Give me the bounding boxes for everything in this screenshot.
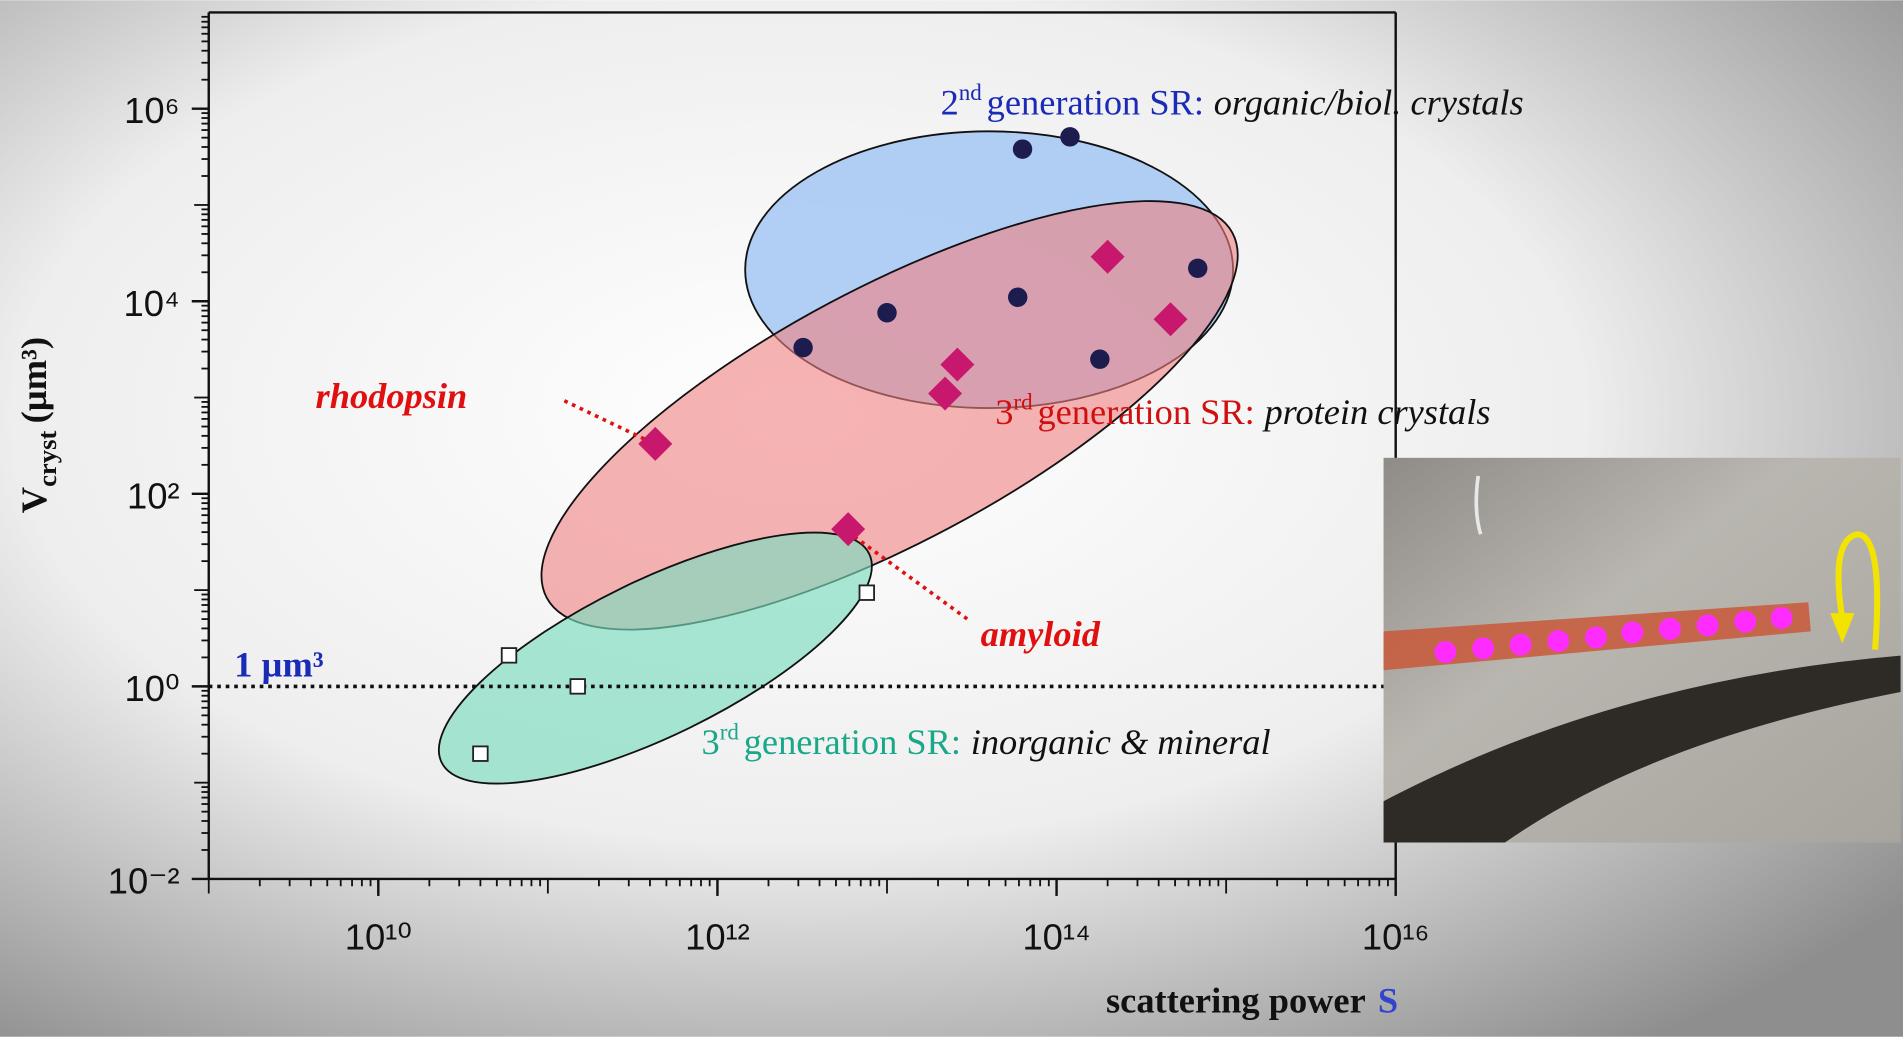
- ordinal: rd: [1013, 388, 1033, 414]
- y-label-sub: cryst: [32, 431, 62, 487]
- desc: organic/biol. crystals: [1214, 82, 1524, 122]
- scan-dot: [1659, 618, 1681, 640]
- label: generation SR:: [1037, 392, 1254, 432]
- data-point: [502, 648, 517, 663]
- scan-dot: [1734, 611, 1756, 633]
- ordinal: nd: [959, 79, 983, 105]
- x-tick-label: 10¹⁶: [1362, 916, 1430, 957]
- data-point: [473, 746, 488, 761]
- scan-dot: [1621, 622, 1643, 644]
- y-tick-label: 10⁻²: [108, 861, 180, 902]
- slide: 10¹⁰ 10¹² 10¹⁴ 10¹⁶ 10⁻² 10⁰ 10² 10⁴ 10⁶ 1 µm³ 2n…: [0, 0, 1903, 1037]
- y-tick-label: 10⁰: [125, 668, 180, 709]
- data-point: [1060, 127, 1079, 146]
- data-point: [860, 585, 875, 600]
- y-label-main: V: [14, 487, 54, 513]
- scan-dot: [1472, 637, 1494, 659]
- scan-dot: [1510, 634, 1532, 656]
- label: generation SR:: [744, 722, 961, 762]
- y-tick-label: 10⁴: [123, 283, 179, 324]
- scan-dot: [1435, 641, 1457, 663]
- rhodopsin-label: rhodopsin: [316, 376, 468, 416]
- data-point: [570, 679, 585, 694]
- scan-dot: [1547, 630, 1569, 652]
- desc: protein crystals: [1261, 392, 1490, 432]
- scan-dot: [1697, 614, 1719, 636]
- data-point: [1188, 259, 1207, 278]
- x-tick-label: 10¹⁰: [345, 916, 412, 957]
- data-point: [1013, 139, 1032, 158]
- reference-label: 1 µm³: [234, 645, 324, 685]
- scan-dot: [1585, 627, 1607, 649]
- photo-inset: [1384, 458, 1901, 843]
- amyloid-label: amyloid: [981, 614, 1101, 654]
- data-point: [1008, 288, 1027, 307]
- data-point: [1090, 350, 1109, 369]
- y-label-unit: (µm³): [14, 337, 54, 423]
- num: 3: [701, 722, 719, 762]
- desc: inorganic & mineral: [971, 722, 1271, 762]
- num: 2: [941, 82, 959, 122]
- x-tick-label: 10¹²: [685, 916, 750, 957]
- x-axis-label: scattering power S: [1106, 980, 1398, 1020]
- x-label-symbol: S: [1378, 980, 1398, 1020]
- ordinal: rd: [720, 718, 740, 744]
- x-label-text: scattering power: [1106, 980, 1366, 1020]
- label: generation SR:: [987, 82, 1204, 122]
- data-point: [877, 303, 896, 322]
- x-tick-label: 10¹⁴: [1022, 916, 1090, 957]
- y-tick-label: 10²: [127, 475, 180, 516]
- scan-dot: [1771, 607, 1793, 629]
- y-tick-label: 10⁶: [124, 90, 179, 131]
- data-point: [793, 338, 812, 357]
- num: 3: [995, 392, 1013, 432]
